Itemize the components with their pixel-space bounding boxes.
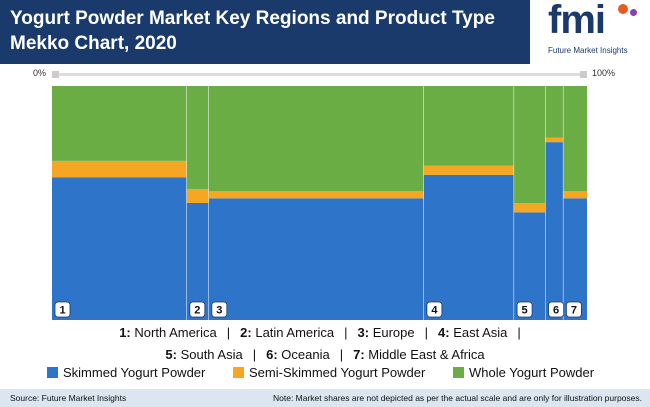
separator: | xyxy=(517,325,521,340)
column-badge-label: 2 xyxy=(194,305,200,317)
region-name: South Asia xyxy=(180,347,243,362)
chart-title: Yogurt Powder Market Key Regions and Pro… xyxy=(10,8,495,54)
column-badge xyxy=(211,301,228,318)
region-name: East Asia xyxy=(453,325,508,340)
column-badge xyxy=(189,301,206,318)
column-badge-label: 5 xyxy=(522,305,528,317)
separator: | xyxy=(424,325,428,340)
legend-swatch-skimmed xyxy=(47,367,58,378)
region-number: 2: xyxy=(240,325,252,340)
mekko-segment-6-whole-yogurt-powder xyxy=(545,86,564,138)
region-number: 1: xyxy=(119,325,131,340)
footer-bar: Source: Future Market Insights Note: Mar… xyxy=(0,389,650,407)
region-legend: 1: North America | 2: Latin America | 3: Eur… xyxy=(0,322,650,366)
percentage-scale: 0% 100% xyxy=(0,68,650,82)
column-badge-label: 3 xyxy=(216,305,222,317)
logo-wordmark: fmi xyxy=(548,0,606,42)
scale-label-left: 0% xyxy=(33,68,47,78)
column-badge xyxy=(54,301,71,318)
region-name: Oceania xyxy=(281,347,330,362)
logo-caption: Future Market Insights xyxy=(548,46,628,55)
region-legend-row-2: 5: South Asia | 6: Oceania | 7: Middle East … xyxy=(0,344,650,366)
mekko-segment-6-skimmed-yogurt-powder xyxy=(545,142,564,320)
mekko-segment-3-semi-skimmed-yogurt-powder xyxy=(208,191,424,199)
separator: | xyxy=(252,347,257,362)
column-badge-label: 7 xyxy=(571,305,577,317)
region-number: 5: xyxy=(165,347,177,362)
column-badge xyxy=(516,301,533,318)
mekko-segment-6-semi-skimmed-yogurt-powder xyxy=(545,137,564,143)
logo-dot-icon xyxy=(618,4,628,14)
legend-label-skimmed: Skimmed Yogurt Powder xyxy=(63,365,206,380)
mekko-segment-5-semi-skimmed-yogurt-powder xyxy=(514,203,546,213)
header-banner: Yogurt Powder Market Key Regions and Pro… xyxy=(0,0,650,64)
mekko-segment-2-semi-skimmed-yogurt-powder xyxy=(186,188,209,203)
column-badge-label: 6 xyxy=(553,305,559,317)
mekko-segment-2-whole-yogurt-powder xyxy=(186,86,209,189)
legend-swatch-whole xyxy=(453,367,464,378)
legend-label-whole: Whole Yogurt Powder xyxy=(469,365,595,380)
mekko-segment-1-whole-yogurt-powder xyxy=(52,86,187,161)
footer-source: Source: Future Market Insights xyxy=(10,393,127,403)
mekko-segment-4-semi-skimmed-yogurt-powder xyxy=(423,165,515,175)
column-badge-label: 4 xyxy=(431,305,438,317)
scale-label-right: 100% xyxy=(592,68,616,78)
column-badge xyxy=(426,301,443,318)
column-badge-label: 1 xyxy=(59,305,65,317)
legend-label-semi-skimmed: Semi-Skimmed Yogurt Powder xyxy=(249,365,426,380)
mekko-segment-2-skimmed-yogurt-powder xyxy=(186,203,209,320)
region-number: 6: xyxy=(266,347,278,362)
region-number: 4: xyxy=(438,325,450,340)
separator: | xyxy=(226,325,231,340)
mekko-segment-7-skimmed-yogurt-powder xyxy=(563,198,587,320)
region-legend-row-1: 1: North America | 2: Latin America | 3: Eur… xyxy=(0,322,650,344)
mekko-segment-1-semi-skimmed-yogurt-powder xyxy=(52,160,187,178)
mekko-segment-1-skimmed-yogurt-powder xyxy=(52,177,187,320)
separator: | xyxy=(339,347,344,362)
region-name: Middle East & Africa xyxy=(368,347,485,362)
footer-note: Note: Market shares are not depicted as … xyxy=(272,393,642,403)
mekko-segment-4-skimmed-yogurt-powder xyxy=(423,174,515,320)
region-number: 3: xyxy=(357,325,370,340)
separator: | xyxy=(344,325,348,340)
fmi-logo: fmi Future Market Insights xyxy=(530,0,650,64)
region-name: North America xyxy=(134,325,217,340)
mekko-segment-3-skimmed-yogurt-powder xyxy=(208,198,424,320)
logo-dot-icon xyxy=(630,9,637,16)
mekko-segment-7-whole-yogurt-powder xyxy=(563,86,587,192)
column-badge xyxy=(565,301,582,318)
region-number: 7: xyxy=(353,347,365,362)
mekko-segment-4-whole-yogurt-powder xyxy=(423,86,515,166)
mekko-segment-3-whole-yogurt-powder xyxy=(208,86,424,192)
mekko-segment-7-semi-skimmed-yogurt-powder xyxy=(563,191,587,199)
region-name: Europe xyxy=(372,325,415,340)
scale-knob-right xyxy=(580,71,587,78)
region-name: Latin America xyxy=(255,325,335,340)
legend-swatch-semi-skimmed xyxy=(233,367,244,378)
scale-track xyxy=(52,73,587,76)
scale-knob-left xyxy=(52,71,59,78)
series-legend: Skimmed Yogurt Powder Semi-Skimmed Yogur… xyxy=(0,364,650,382)
mekko-segment-5-whole-yogurt-powder xyxy=(514,86,546,203)
